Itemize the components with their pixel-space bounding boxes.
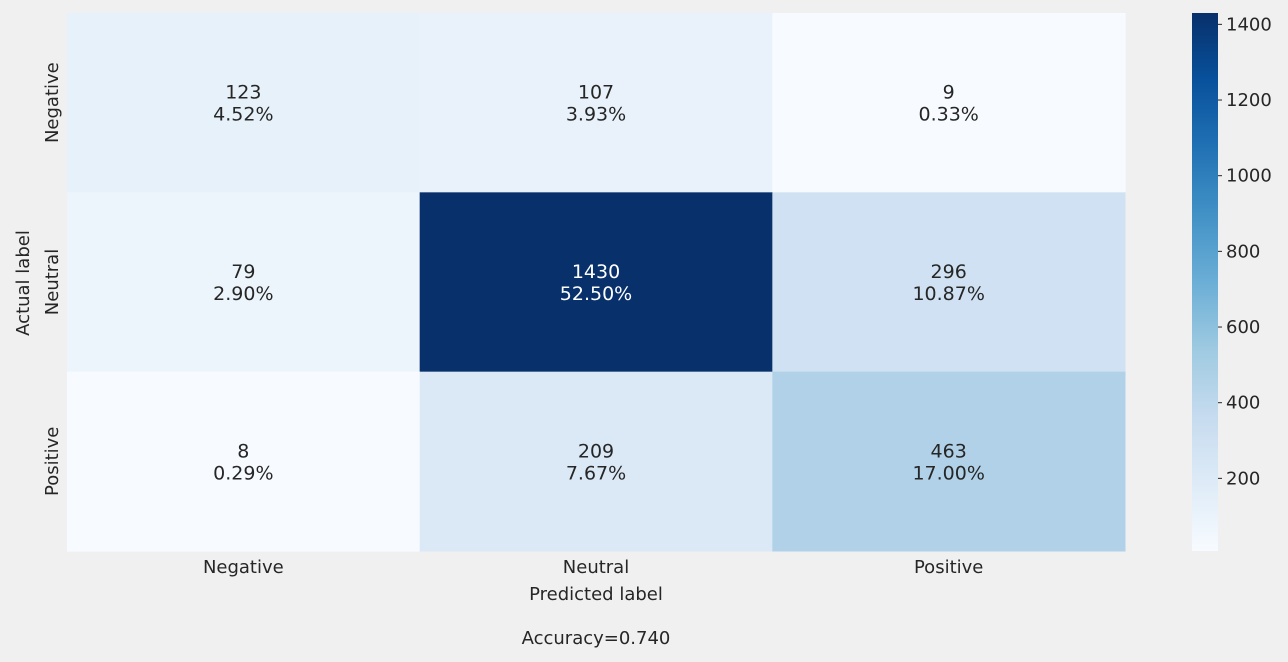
colorbar-tick-label: 1400 xyxy=(1226,14,1272,35)
cell-percent-label: 17.00% xyxy=(912,462,984,484)
y-axis-label: Actual label xyxy=(13,230,34,336)
colorbar-tick-label: 600 xyxy=(1226,317,1260,338)
x-tick-labels: Negative Neutral Positive xyxy=(203,557,983,578)
heatmap-cell xyxy=(419,371,773,552)
accuracy-label: Accuracy=0.740 xyxy=(522,628,671,649)
cell-count-label: 8 xyxy=(237,440,249,462)
colorbar-tick-label: 400 xyxy=(1226,393,1260,414)
cell-count-label: 107 xyxy=(578,82,614,104)
heatmap-cell xyxy=(772,371,1126,552)
cell-percent-label: 2.90% xyxy=(213,283,273,305)
cell-count-label: 9 xyxy=(943,82,955,104)
x-tick-label: Negative xyxy=(203,557,284,578)
colorbar-tick-label: 1000 xyxy=(1226,166,1272,187)
y-tick-label: Positive xyxy=(42,427,63,496)
cell-percent-label: 0.33% xyxy=(918,104,978,126)
x-axis-label: Predicted label xyxy=(529,584,663,605)
cell-percent-label: 10.87% xyxy=(912,283,984,305)
cell-count-label: 1430 xyxy=(572,261,620,283)
cell-percent-label: 4.52% xyxy=(213,104,273,126)
cell-percent-label: 0.29% xyxy=(213,462,273,484)
x-tick-label: Neutral xyxy=(563,557,629,578)
heatmap-cell xyxy=(419,192,773,373)
cell-count-label: 123 xyxy=(225,82,261,104)
heatmap-cell xyxy=(67,371,421,552)
cell-percent-label: 52.50% xyxy=(560,283,632,305)
cell-count-label: 463 xyxy=(931,440,967,462)
cell-count-label: 79 xyxy=(231,261,255,283)
x-tick-label: Positive xyxy=(914,557,983,578)
cell-percent-label: 7.67% xyxy=(566,462,626,484)
cell-percent-label: 3.93% xyxy=(566,104,626,126)
colorbar-tick-label: 1200 xyxy=(1226,90,1272,111)
cell-count-label: 209 xyxy=(578,440,614,462)
colorbar-tick-labels: 200 400 600 800 1000 1200 1400 xyxy=(1218,14,1272,489)
heatmap-cell xyxy=(419,13,773,193)
colorbar-tick-label: 200 xyxy=(1226,468,1260,489)
y-tick-labels: Negative Neutral Positive xyxy=(42,62,63,496)
heatmap-cells xyxy=(67,13,1126,552)
heatmap-cell xyxy=(67,13,421,193)
colorbar xyxy=(1192,13,1218,551)
heatmap-cell xyxy=(67,192,421,373)
colorbar-tick-label: 800 xyxy=(1226,241,1260,262)
heatmap-cell xyxy=(772,192,1126,373)
heatmap-cell xyxy=(772,13,1126,193)
y-tick-label: Negative xyxy=(42,62,63,143)
y-tick-label: Neutral xyxy=(42,249,63,315)
cell-count-label: 296 xyxy=(931,261,967,283)
